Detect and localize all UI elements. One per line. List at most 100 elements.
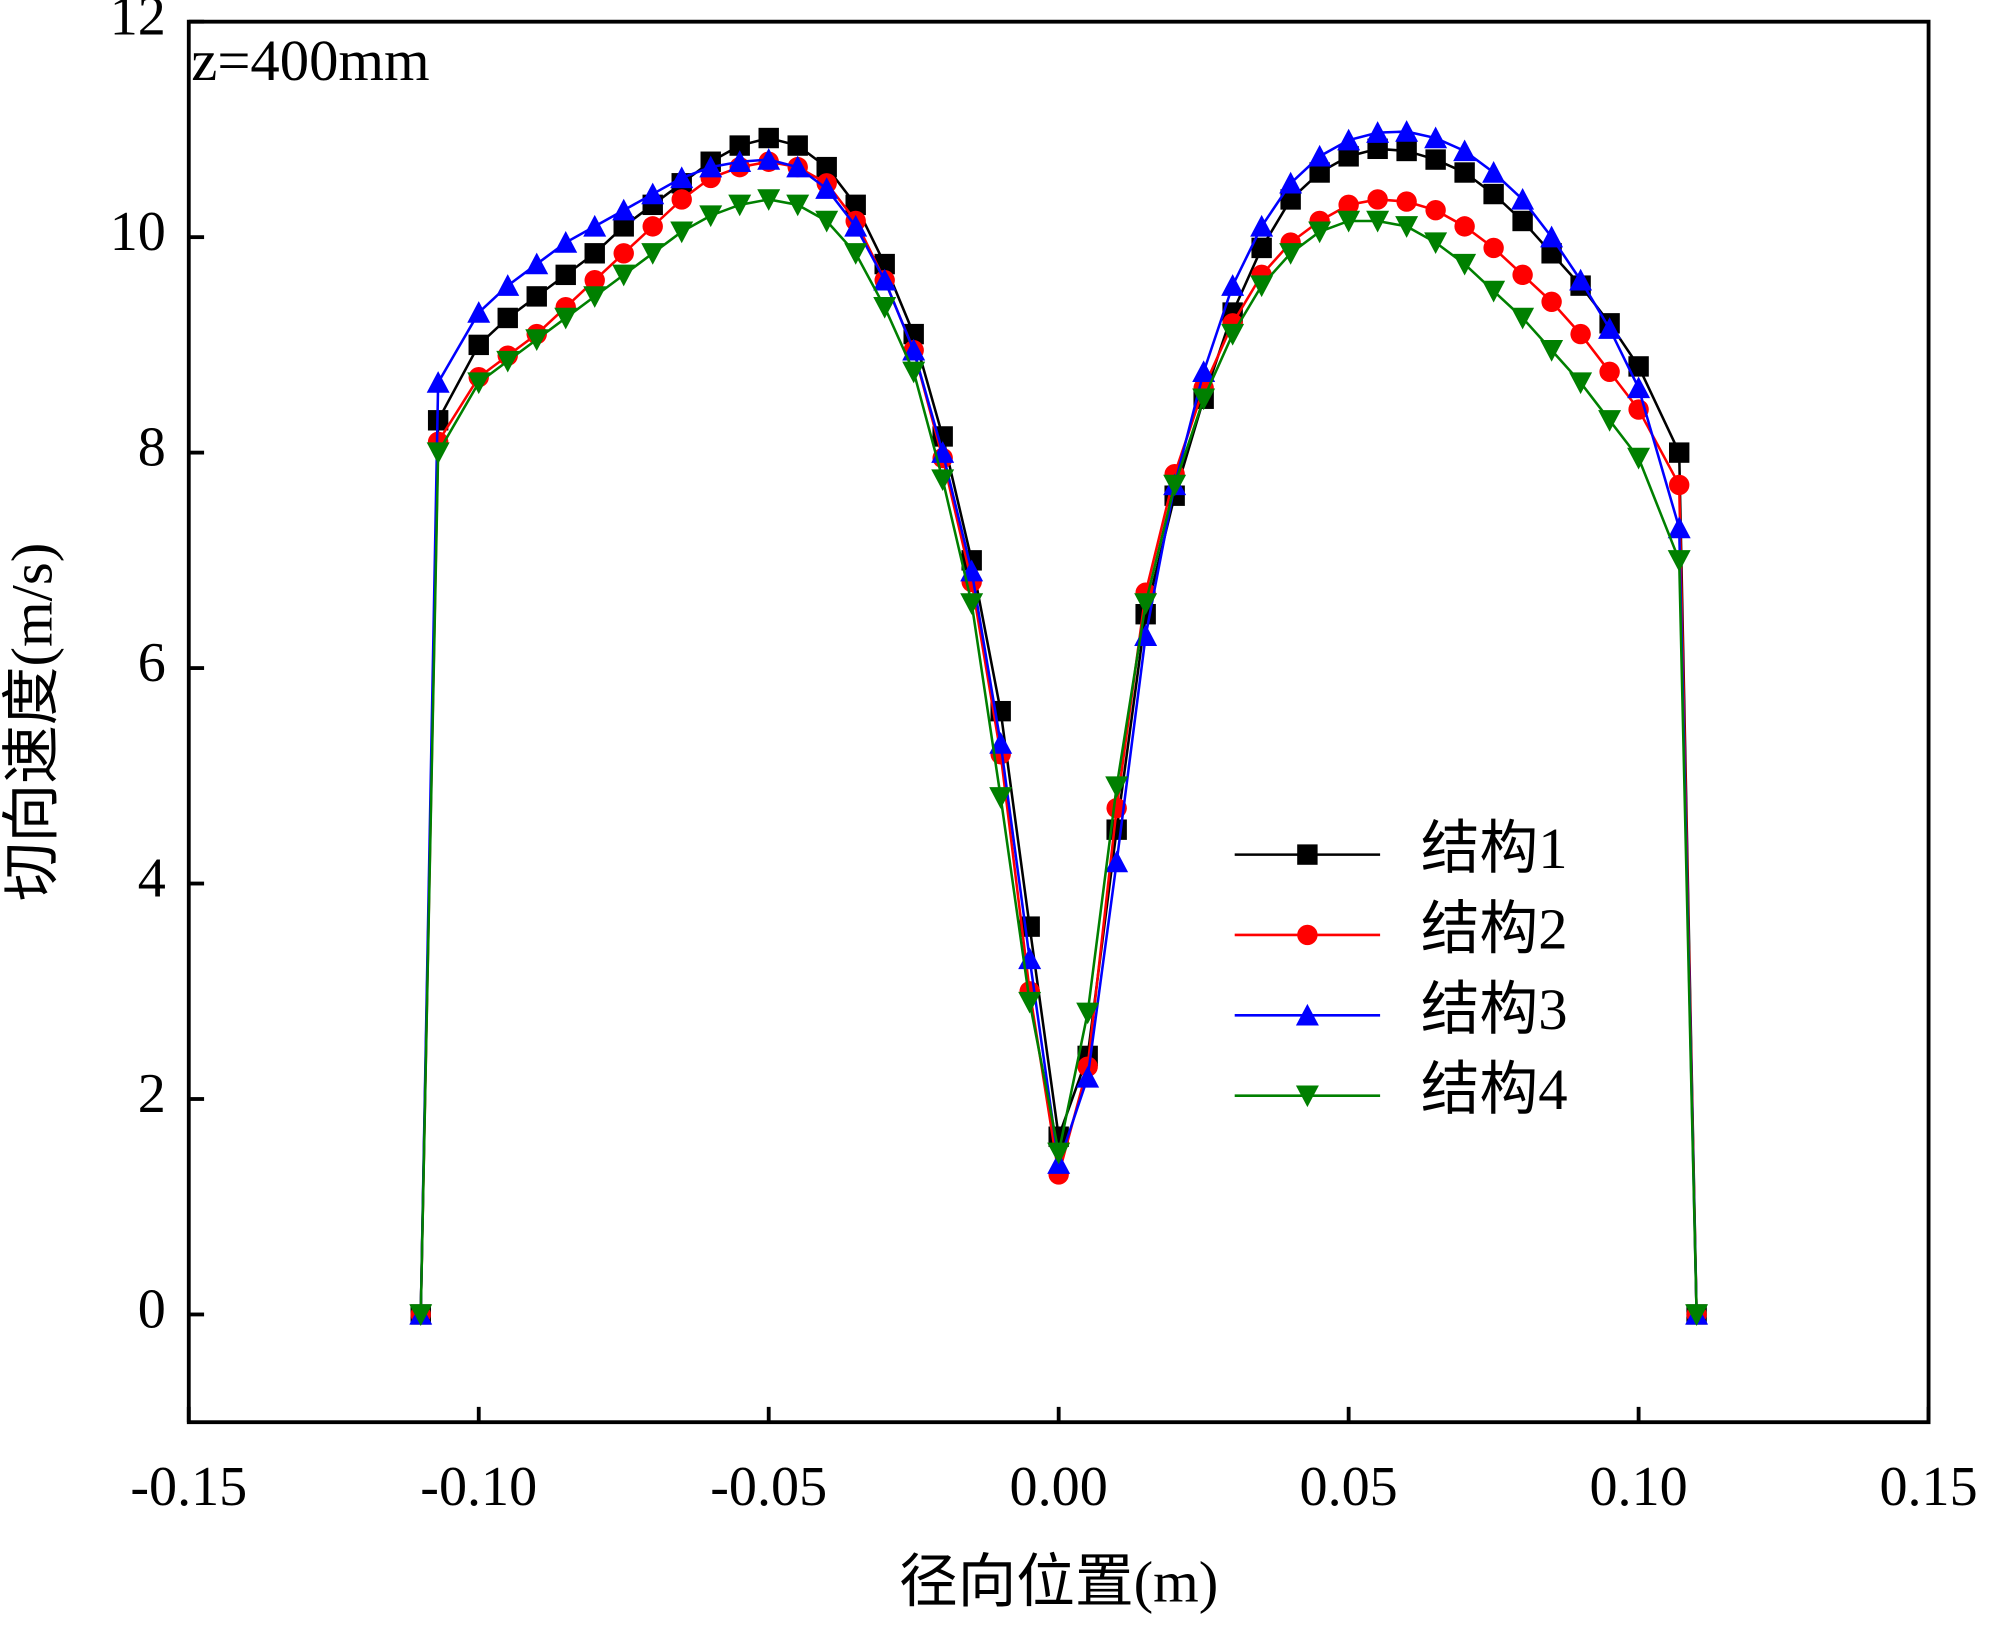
marker	[1668, 442, 1690, 463]
marker	[1192, 388, 1216, 411]
marker	[1453, 253, 1477, 276]
marker	[671, 189, 692, 210]
marker	[1424, 126, 1448, 149]
marker	[1569, 372, 1593, 395]
marker	[815, 210, 839, 233]
marker	[1308, 221, 1332, 244]
legend-label: 结构4	[1421, 1057, 1568, 1122]
marker	[583, 286, 607, 308]
marker	[1163, 474, 1187, 497]
marker	[845, 194, 866, 216]
marker	[1279, 243, 1303, 265]
y-tick-label: 2	[138, 1063, 166, 1125]
marker	[584, 270, 605, 291]
marker	[1221, 323, 1245, 346]
marker	[1512, 264, 1533, 286]
marker	[844, 243, 868, 265]
marker	[1512, 210, 1533, 232]
plot-frame	[186, 19, 1931, 1425]
marker	[728, 150, 752, 172]
marker	[873, 268, 897, 291]
marker	[1540, 225, 1564, 248]
y-tick-label: 4	[138, 847, 166, 909]
marker	[1483, 183, 1504, 205]
marker	[1395, 120, 1419, 142]
marker	[1338, 146, 1359, 167]
marker	[1134, 624, 1158, 646]
marker	[1076, 1002, 1100, 1025]
marker	[1454, 162, 1475, 183]
marker	[1396, 191, 1417, 212]
marker	[583, 214, 607, 237]
marker	[1279, 171, 1303, 194]
marker	[1105, 850, 1129, 873]
marker	[1598, 317, 1622, 339]
marker	[1685, 1304, 1709, 1326]
marker	[1076, 1065, 1100, 1088]
marker	[467, 372, 491, 395]
marker	[525, 329, 549, 351]
marker	[1628, 356, 1649, 377]
y-tick-label: 10	[110, 201, 166, 263]
marker	[699, 155, 723, 178]
marker	[757, 189, 781, 211]
marker	[1598, 410, 1622, 432]
legend-marker	[1295, 1085, 1319, 1108]
marker	[1047, 1142, 1071, 1165]
marker	[902, 361, 926, 384]
marker	[960, 593, 984, 615]
marker	[1018, 991, 1042, 1014]
marker	[699, 205, 723, 228]
marker	[1599, 361, 1620, 383]
marker	[497, 307, 518, 329]
annotation: z=400mm	[191, 28, 429, 93]
marker	[1280, 189, 1301, 210]
legend-marker	[1297, 924, 1318, 946]
marker	[902, 338, 926, 361]
marker	[426, 442, 450, 465]
marker	[1511, 187, 1535, 210]
marker	[641, 243, 665, 265]
marker	[1395, 216, 1419, 238]
marker	[1667, 550, 1691, 572]
marker	[612, 198, 636, 221]
marker	[816, 156, 837, 178]
marker	[1337, 128, 1361, 151]
marker	[1221, 274, 1245, 296]
marker	[496, 274, 520, 296]
marker	[426, 371, 450, 393]
marker	[844, 214, 868, 237]
marker	[1482, 161, 1506, 183]
marker	[467, 301, 491, 323]
x-tick-label: -0.10	[420, 1456, 537, 1518]
marker	[554, 307, 578, 330]
marker	[584, 243, 605, 264]
marker	[642, 216, 663, 237]
marker	[554, 231, 578, 253]
marker	[1454, 216, 1475, 237]
x-tick-label: -0.05	[710, 1456, 827, 1518]
marker	[815, 177, 839, 199]
legend-marker	[1295, 1003, 1319, 1026]
marker	[989, 732, 1013, 754]
marker	[1541, 243, 1562, 264]
x-tick-label: 0.10	[1590, 1456, 1688, 1518]
marker	[1627, 447, 1651, 470]
marker	[1337, 210, 1361, 233]
marker	[1396, 140, 1417, 162]
marker	[670, 221, 694, 244]
marker	[641, 182, 665, 205]
marker	[1309, 162, 1330, 183]
marker	[613, 243, 634, 264]
marker	[1453, 139, 1477, 162]
marker	[526, 286, 547, 307]
marker	[1105, 776, 1129, 799]
x-tick-label: 0.05	[1300, 1456, 1398, 1518]
marker	[1569, 268, 1593, 291]
marker	[1367, 138, 1388, 160]
marker	[1338, 194, 1359, 216]
marker	[496, 350, 520, 373]
x-tick-label: -0.15	[130, 1456, 247, 1518]
marker	[1250, 275, 1274, 298]
marker	[1668, 474, 1690, 496]
